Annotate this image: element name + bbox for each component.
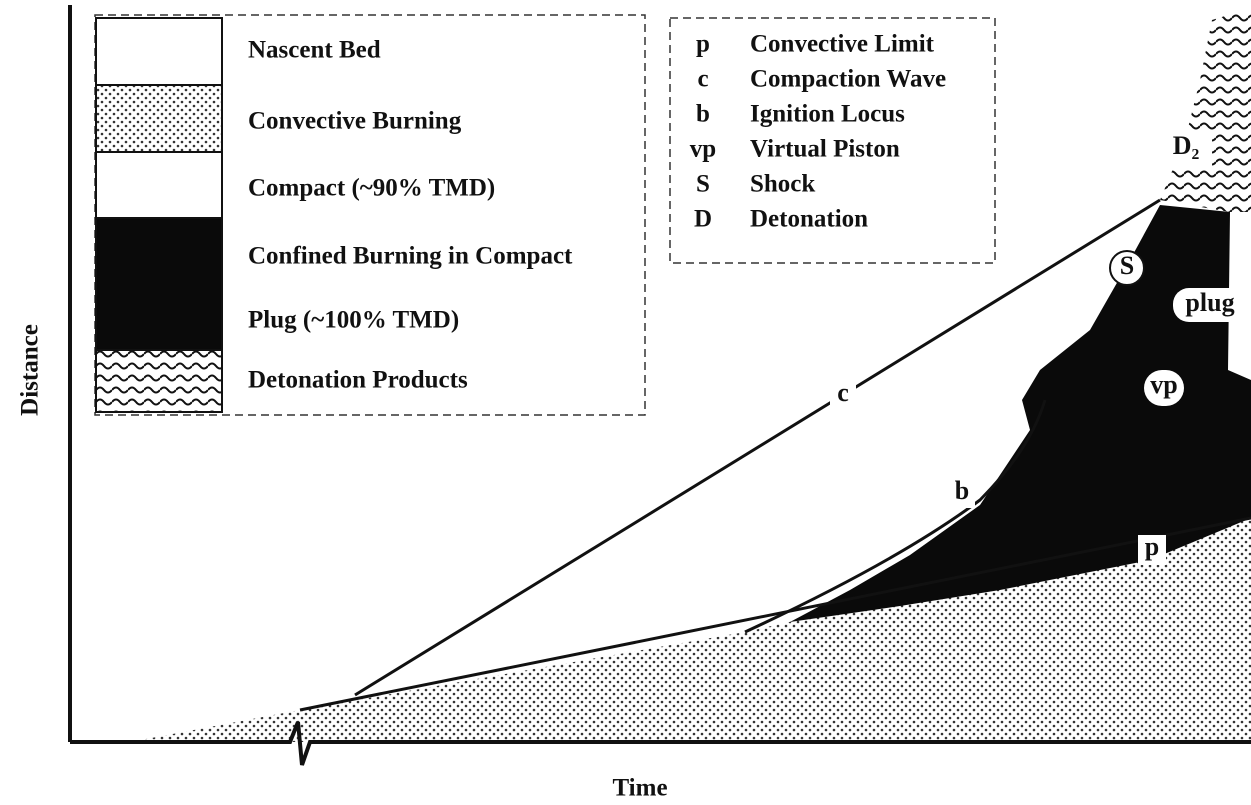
- annotation: c: [837, 378, 849, 407]
- annotation: b: [955, 476, 969, 505]
- legend-label: Detonation Products: [248, 367, 468, 394]
- annotation: vp: [1150, 370, 1177, 399]
- key-label: Shock: [750, 171, 815, 198]
- swatch: [96, 18, 222, 85]
- y-axis-label: Distance: [17, 324, 44, 416]
- swatch: [96, 85, 222, 152]
- annotation: S: [1120, 251, 1134, 280]
- key-label: Compaction Wave: [750, 66, 946, 93]
- legend-label: Compact (~90% TMD): [248, 175, 495, 202]
- key-label: Detonation: [750, 206, 868, 233]
- legend-label: Plug (~100% TMD): [248, 307, 459, 334]
- x-axis-label: Time: [612, 775, 667, 802]
- key-symbol: vp: [690, 136, 716, 163]
- legend-label: Confined Burning in Compact: [248, 243, 573, 270]
- annotation: D₂: [1173, 131, 1200, 160]
- legend-label: Nascent Bed: [248, 37, 381, 64]
- key-symbol: p: [696, 31, 710, 58]
- key-label: Virtual Piston: [750, 136, 900, 163]
- diagram: Distance Time Nascent Bed Convective Burn…: [0, 0, 1251, 805]
- detonation-region: [1160, 8, 1251, 212]
- key-label: Ignition Locus: [750, 101, 905, 128]
- key-symbol: b: [696, 101, 710, 128]
- legend-label: Convective Burning: [248, 108, 462, 135]
- annotation: p: [1145, 532, 1159, 561]
- swatch: [96, 350, 222, 412]
- swatch: [96, 218, 222, 350]
- key-symbol: D: [694, 206, 712, 233]
- annotation: plug: [1185, 288, 1234, 317]
- key-symbol: S: [696, 171, 710, 198]
- key-label: Convective Limit: [750, 31, 935, 58]
- key-symbol: c: [697, 66, 708, 93]
- swatch: [96, 152, 222, 218]
